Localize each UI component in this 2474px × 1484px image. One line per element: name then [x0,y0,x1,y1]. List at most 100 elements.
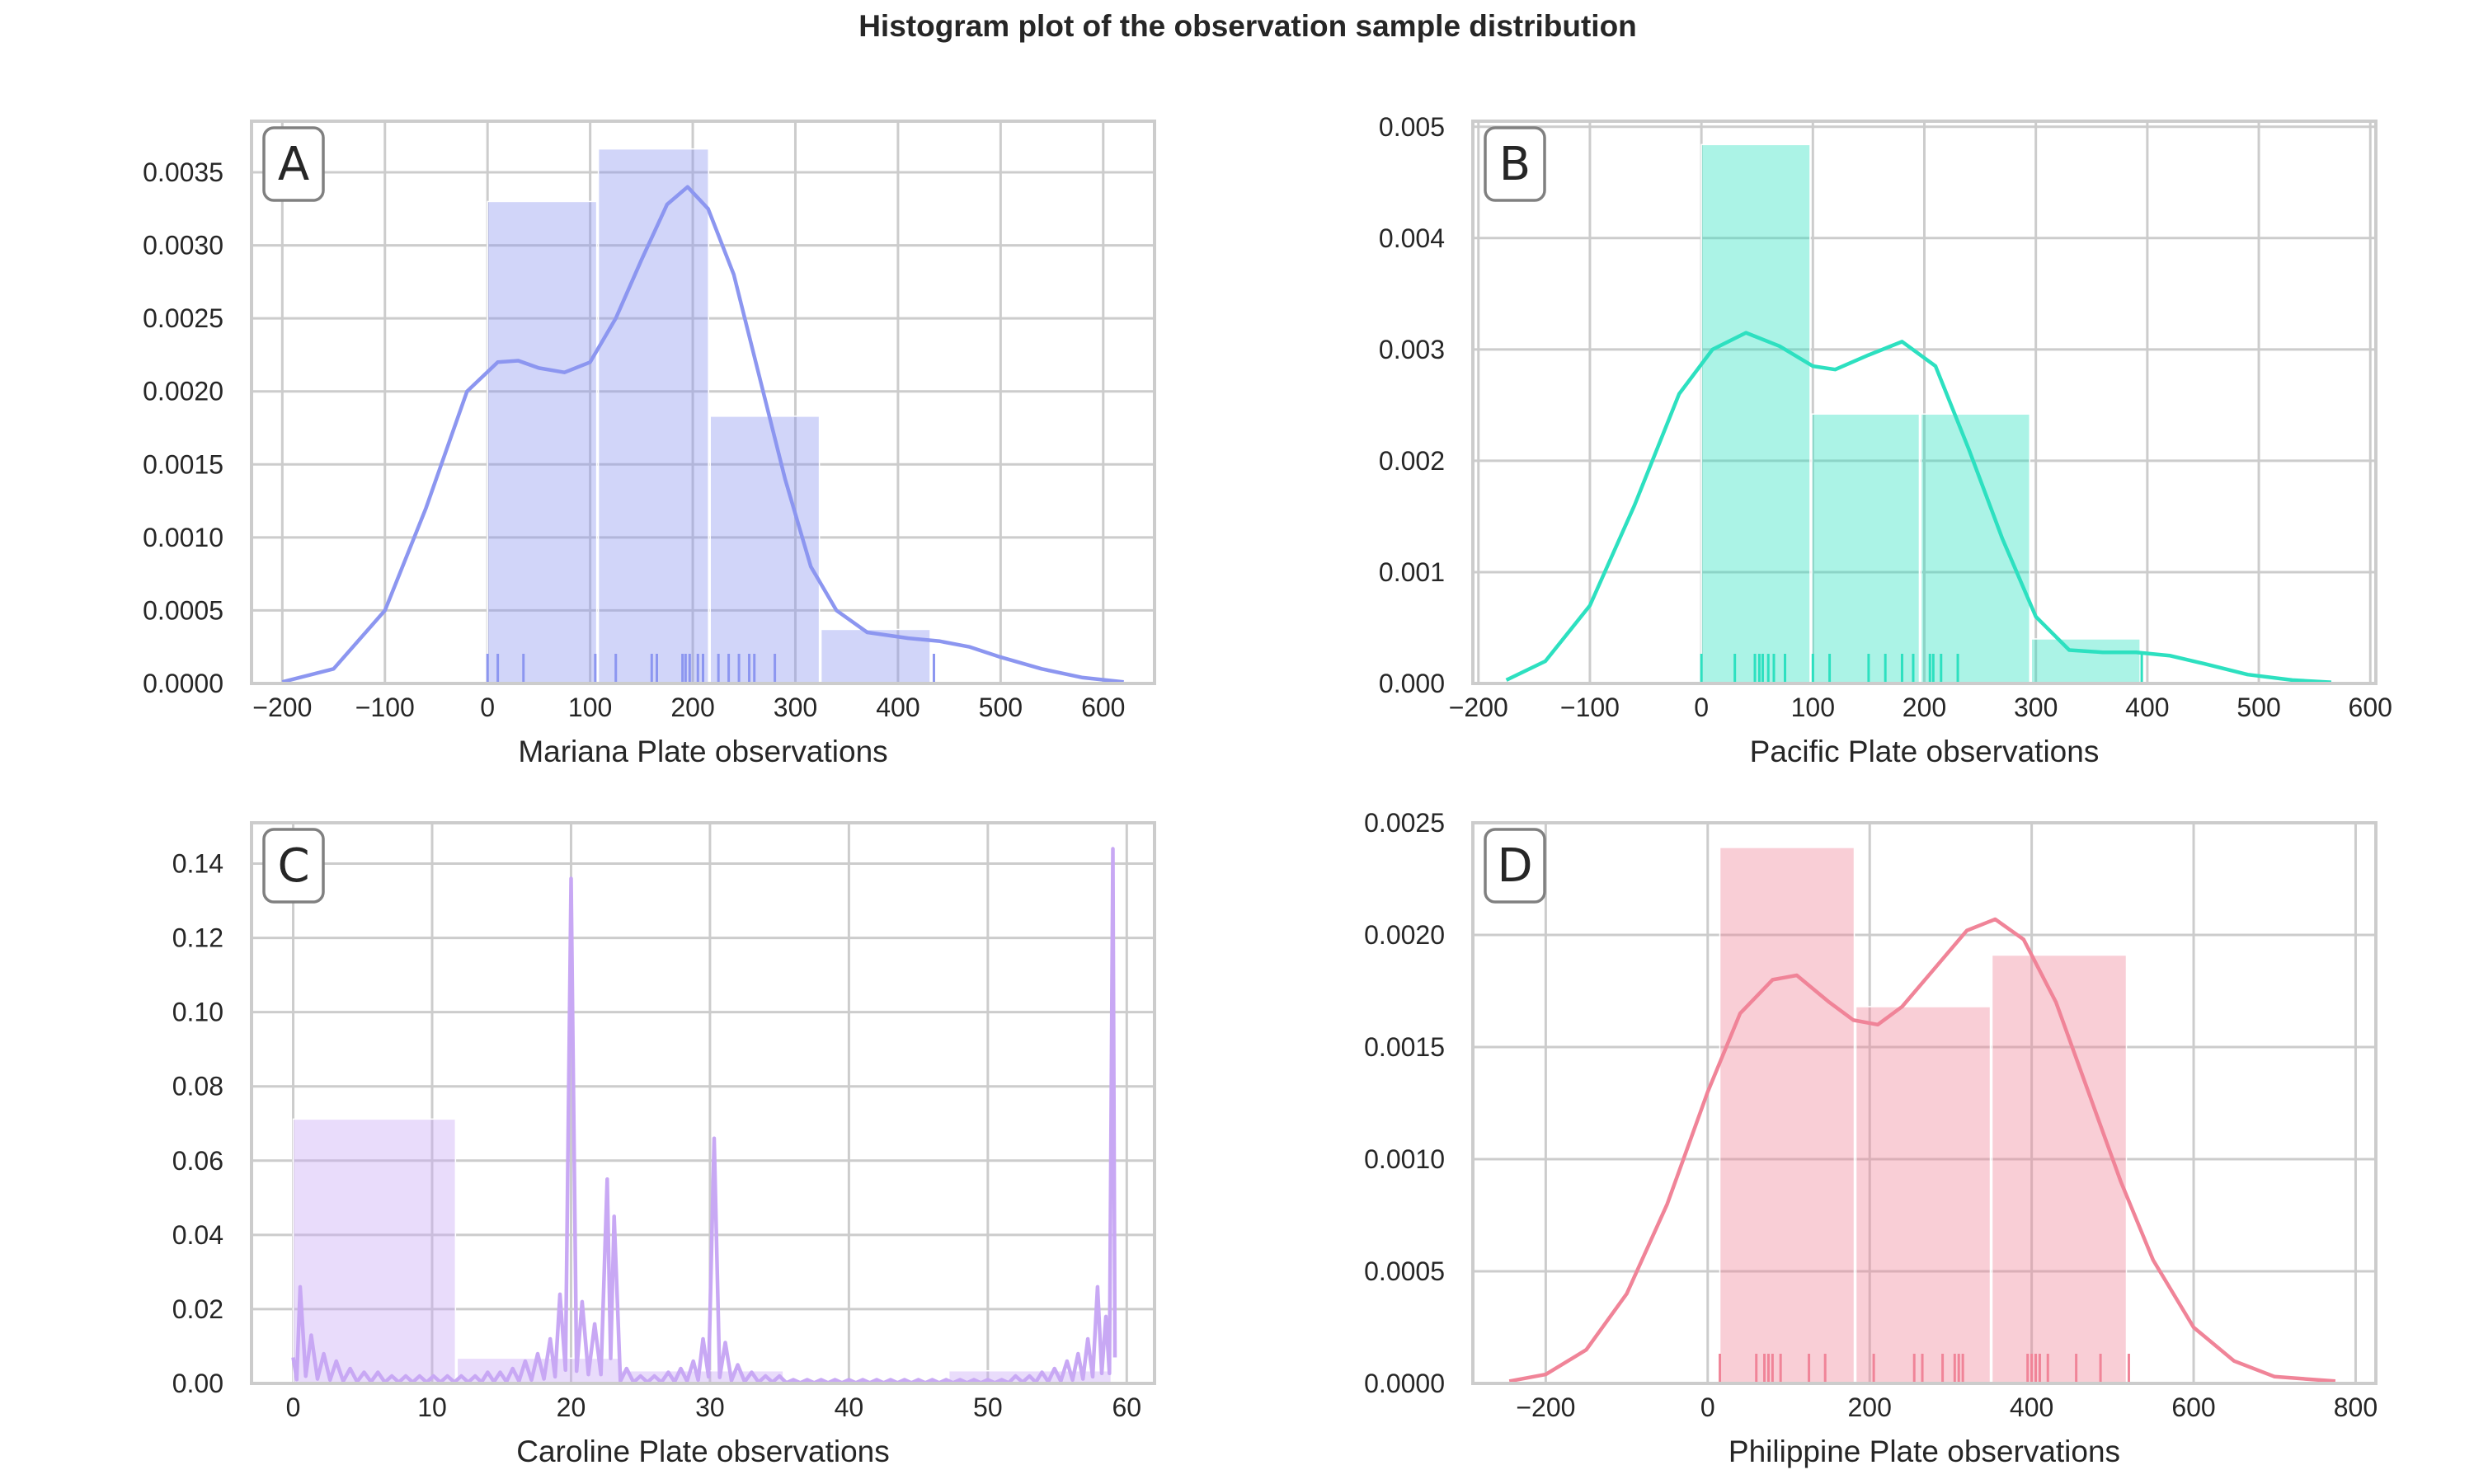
y-tick-label: 0.0035 [143,157,223,187]
panel-letter: A [278,138,309,191]
y-tick-label: 0.0005 [143,595,223,625]
x-tick-label: 0 [480,693,495,722]
x-tick-label: 60 [1112,1392,1142,1422]
histogram-bars [1719,847,2128,1383]
panel-letter-badge: A [262,126,325,202]
x-tick-label: 0 [286,1392,301,1422]
y-tick-label: 0.005 [1379,112,1445,142]
histogram-bar [2030,638,2141,683]
y-tick-label: 0.0020 [1364,920,1445,950]
x-axis-label: Caroline Plate observations [516,1435,889,1468]
y-tick-label: 0.04 [172,1220,223,1250]
x-tick-label: 0 [1700,1392,1715,1422]
grid [252,823,1155,1385]
y-tick-label: 0.003 [1379,335,1445,364]
histogram-bar [1811,413,1921,683]
y-tick-label: 0.002 [1379,446,1445,476]
plot-marks [291,847,1117,1383]
x-tick-label: 200 [1903,693,1946,722]
panel-letter-box [1484,126,1546,202]
y-tick-label: 0.14 [172,849,223,879]
y-tick-label: 0.00 [172,1369,223,1398]
subplot-c: 0 10 20 30 40 50 60 0.00 0.02 0.04 0.06 0.08 0.10 0.1… [172,821,1156,1468]
histogram-bar [487,200,598,683]
y-tick-label: 0.0005 [1364,1256,1445,1286]
x-tick-label: 200 [1848,1392,1892,1422]
x-tick-label: 600 [2349,693,2392,722]
x-tick-label: 40 [835,1392,864,1422]
x-tick-label: 400 [2125,693,2169,722]
x-tick-label: 400 [2010,1392,2053,1422]
y-tick-label: 0.0000 [1364,1369,1445,1398]
y-tick-label: 0.0025 [1364,808,1445,838]
x-tick-label: 500 [979,693,1023,722]
x-tick-label: 100 [1791,693,1835,722]
density-curve [1505,331,2332,683]
density-curve [1508,917,2336,1383]
y-tick-label: 0.0020 [143,377,223,406]
histogram-bar [1855,1006,1992,1383]
x-tick-label: 20 [557,1392,586,1422]
panel-letter-badge: B [1484,126,1546,202]
y-tick-label: 0.08 [172,1072,223,1101]
axes-frame [250,821,1156,1385]
panel-letter: B [1499,138,1531,191]
x-tick-label: 100 [568,693,612,722]
panel-letter-badge: C [262,828,325,904]
x-tick-label: 600 [1081,693,1125,722]
x-tick-label: 400 [876,693,920,722]
x-tick-label: 800 [2334,1392,2378,1422]
subplot-d: −200 0 200 400 600 800 0.0000 0.0005 0.0010 0.001… [1364,808,2378,1468]
grid [252,121,1155,685]
x-tick-label: −200 [252,693,312,722]
panel-letter-box [262,828,325,904]
y-tick-label: 0.02 [172,1294,223,1324]
histogram-bar [709,416,821,683]
y-tick-label: 0.0015 [1364,1032,1445,1062]
rug-marks [1700,654,2143,683]
plot-area [252,121,1155,683]
y-tick-label: 0.12 [172,923,223,953]
histogram-bars [1700,143,2141,683]
panel-letter: C [277,839,309,893]
x-tick-label: −100 [355,693,415,722]
panel-letter: D [1497,839,1532,893]
histogram-bar [1991,954,2128,1383]
y-tick-label: 0.004 [1379,223,1445,253]
x-tick-label: 500 [2236,693,2280,722]
subplot-a: −200 −100 0 100 200 300 400 500 600 0.0000 0.0005 0… [143,120,1156,768]
y-tick-label: 0.0010 [1364,1144,1445,1174]
histogram-bar [1719,847,1856,1383]
rug-marks [486,654,935,683]
x-tick-label: 600 [2171,1392,2215,1422]
y-tick-label: 0.0010 [143,523,223,552]
plot-marks [1508,847,2336,1383]
x-tick-label: 300 [2014,693,2058,722]
figure-title: Histogram plot of the observation sample… [858,9,1637,43]
x-tick-label: 50 [973,1392,1003,1422]
x-tick-label: 30 [695,1392,725,1422]
axes-frame [250,120,1156,685]
plot-area [252,823,1155,1383]
histogram-bar [1920,413,2031,683]
x-tick-label: −100 [1560,693,1620,722]
y-tick-label: 0.0000 [143,669,223,698]
axes-frame [1471,120,2378,685]
rug-marks [1719,1354,2130,1383]
x-axis-label: Mariana Plate observations [518,735,887,768]
panel-letter-box [1484,828,1546,904]
subplot-b: −200 −100 0 100 200 300 400 500 600 0.000 0.001 0.0… [1379,112,2392,768]
density-curve [281,185,1124,683]
y-tick-label: 0.0030 [143,231,223,261]
y-tick-label: 0.001 [1379,557,1445,587]
plot-marks [1505,143,2332,683]
panel-letter-box [262,126,325,202]
plot-marks [281,148,1124,683]
x-tick-label: 10 [417,1392,447,1422]
x-tick-label: 0 [1694,693,1709,722]
y-tick-label: 0.10 [172,998,223,1027]
x-axis-label: Pacific Plate observations [1750,735,2100,768]
y-tick-label: 0.0015 [143,449,223,479]
y-tick-label: 0.06 [172,1146,223,1176]
